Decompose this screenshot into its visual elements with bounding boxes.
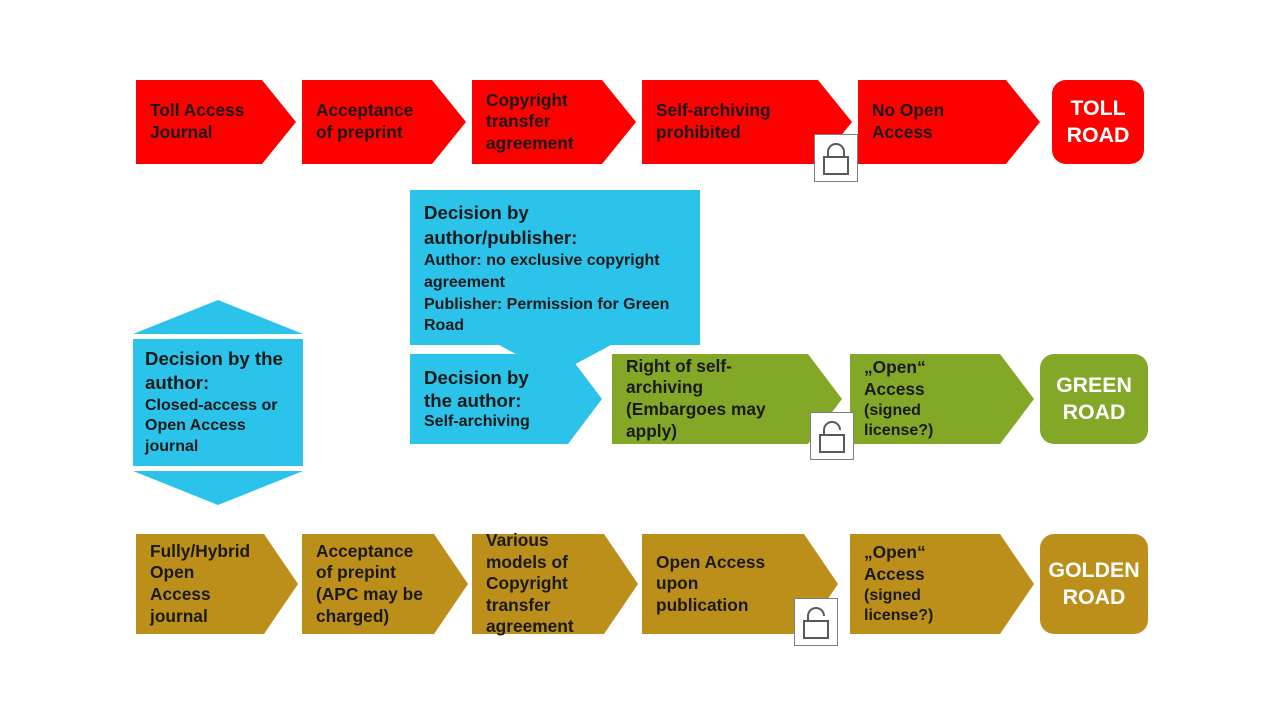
toll-arrow-4-label: Self-archiving prohibited (642, 80, 818, 164)
gold-arrow-5-title: „Open“ Access (864, 542, 990, 585)
green-road-cap: GREEN ROAD (1040, 354, 1148, 444)
hex-title: Decision by the author: (145, 347, 291, 396)
arrow-head-icon (604, 534, 638, 634)
toll-arrow-3: Copyright transfer agreement (472, 80, 636, 164)
lock-open-icon (794, 598, 838, 646)
green-arrow-2-label: Right of self-archiving (Embargoes may a… (612, 354, 808, 444)
decision-author-hex: Decision by the author: Closed-access or… (133, 300, 303, 505)
gold-arrow-5-detail: (signed license?) (864, 586, 990, 626)
green-arrow-1-detail: Self-archiving (424, 412, 558, 432)
toll-cap-line1: TOLL (1067, 95, 1130, 122)
golden-road-cap: GOLDEN ROAD (1040, 534, 1148, 634)
gold-arrow-1: Fully/Hybrid Open Access journal (136, 534, 298, 634)
toll-road-cap: TOLL ROAD (1052, 80, 1144, 164)
arrow-head-icon (262, 80, 296, 164)
green-arrow-3-detail: (signed license?) (864, 401, 990, 441)
callout-title: Decision by author/publisher: (424, 200, 686, 250)
gold-arrow-3-label: Various models of Copyright transfer agr… (472, 534, 604, 634)
toll-arrow-2: Acceptance of preprint (302, 80, 466, 164)
arrow-head-icon (1000, 354, 1034, 444)
diagram-stage: Toll Access Journal Acceptance of prepri… (0, 0, 1280, 720)
green-arrow-1-title: Decision by the author: (424, 366, 558, 413)
gold-arrow-2: Acceptance of prepint (APC may be charge… (302, 534, 468, 634)
toll-arrow-5-label: No Open Access (858, 80, 1006, 164)
gold-arrow-4-label: Open Access upon publication (642, 534, 804, 634)
arrow-head-icon (264, 534, 298, 634)
toll-arrow-1: Toll Access Journal (136, 80, 296, 164)
gold-cap-line1: GOLDEN (1048, 557, 1139, 584)
gold-cap-line2: ROAD (1048, 584, 1139, 611)
chevron-up-icon (133, 300, 303, 334)
green-arrow-3: „Open“ Access (signed license?) (850, 354, 1034, 444)
gold-arrow-5: „Open“ Access (signed license?) (850, 534, 1034, 634)
arrow-head-icon (1000, 534, 1034, 634)
green-arrow-1: Decision by the author: Self-archiving (410, 354, 602, 444)
gold-arrow-3: Various models of Copyright transfer agr… (472, 534, 638, 634)
lock-open-icon (810, 412, 854, 460)
gold-arrow-1-label: Fully/Hybrid Open Access journal (136, 534, 264, 634)
green-arrow-3-title: „Open“ Access (864, 357, 990, 400)
toll-arrow-1-label: Toll Access Journal (136, 80, 262, 164)
lock-closed-icon (814, 134, 858, 182)
arrow-head-icon (568, 354, 602, 444)
green-cap-line1: GREEN (1056, 372, 1132, 399)
gold-arrow-2-label: Acceptance of prepint (APC may be charge… (302, 534, 434, 634)
arrow-head-icon (432, 80, 466, 164)
toll-arrow-2-label: Acceptance of preprint (302, 80, 432, 164)
toll-arrow-5: No Open Access (858, 80, 1040, 164)
callout-line1: Author: no exclusive copyright agreement (424, 250, 686, 293)
green-cap-line2: ROAD (1056, 399, 1132, 426)
callout-line2: Publisher: Permission for Green Road (424, 294, 686, 337)
hex-detail: Closed-access or Open Access journal (145, 396, 291, 458)
arrow-head-icon (1006, 80, 1040, 164)
toll-arrow-3-label: Copyright transfer agreement (472, 80, 602, 164)
arrow-head-icon (434, 534, 468, 634)
chevron-down-icon (133, 471, 303, 505)
arrow-head-icon (602, 80, 636, 164)
green-arrow-2: Right of self-archiving (Embargoes may a… (612, 354, 842, 444)
decision-author-publisher-callout: Decision by author/publisher: Author: no… (410, 190, 700, 375)
toll-cap-line2: ROAD (1067, 122, 1130, 149)
